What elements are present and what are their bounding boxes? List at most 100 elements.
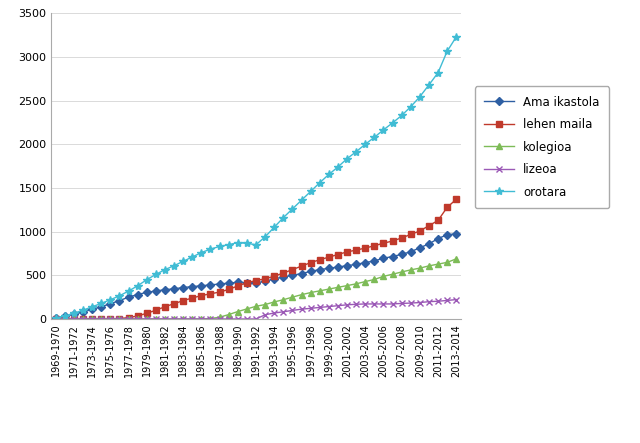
lizeoa <box>398 301 406 306</box>
orotara <box>407 104 415 109</box>
Ama ikastola <box>362 260 369 265</box>
orotara <box>234 240 242 245</box>
orotara <box>343 156 351 161</box>
kolegioa <box>380 274 387 279</box>
lehen maila <box>152 307 160 313</box>
Ama ikastola <box>70 311 78 317</box>
kolegioa <box>106 316 114 322</box>
kolegioa <box>334 285 342 290</box>
Ama ikastola <box>298 271 305 276</box>
kolegioa <box>352 281 360 287</box>
kolegioa <box>116 316 124 322</box>
orotara <box>307 189 314 194</box>
lehen maila <box>398 235 406 241</box>
kolegioa <box>134 316 141 322</box>
lizeoa <box>371 301 378 307</box>
orotara <box>380 127 387 132</box>
lehen maila <box>371 243 378 249</box>
orotara <box>97 301 105 306</box>
orotara <box>198 250 205 255</box>
orotara <box>362 142 369 147</box>
kolegioa <box>216 315 223 320</box>
lehen maila <box>325 254 333 260</box>
orotara <box>143 277 150 282</box>
lizeoa <box>207 316 214 322</box>
lizeoa <box>152 316 160 322</box>
orotara <box>152 272 160 277</box>
Legend: Ama ikastola, lehen maila, kolegioa, lizeoa, orotara: Ama ikastola, lehen maila, kolegioa, liz… <box>475 86 609 208</box>
Ama ikastola <box>97 304 105 309</box>
lehen maila <box>444 205 451 210</box>
lizeoa <box>161 316 169 322</box>
lizeoa <box>298 307 305 312</box>
lizeoa <box>97 316 105 322</box>
lehen maila <box>234 283 242 288</box>
lizeoa <box>380 301 387 307</box>
kolegioa <box>343 283 351 288</box>
orotara <box>125 288 132 294</box>
orotara <box>61 313 68 319</box>
Ama ikastola <box>388 254 396 259</box>
lehen maila <box>88 316 96 322</box>
lehen maila <box>97 316 105 322</box>
kolegioa <box>307 290 314 295</box>
lehen maila <box>198 293 205 298</box>
lehen maila <box>280 270 287 276</box>
lehen maila <box>52 316 60 322</box>
Ama ikastola <box>352 262 360 267</box>
orotara <box>352 149 360 154</box>
Ama ikastola <box>316 267 324 272</box>
Ama ikastola <box>452 231 460 237</box>
Ama ikastola <box>234 280 242 285</box>
Ama ikastola <box>289 272 296 278</box>
kolegioa <box>61 316 68 322</box>
Line: Ama ikastola: Ama ikastola <box>53 231 459 321</box>
kolegioa <box>234 309 242 314</box>
lizeoa <box>261 312 269 318</box>
lizeoa <box>216 316 223 322</box>
orotara <box>270 225 278 230</box>
lizeoa <box>343 302 351 307</box>
lehen maila <box>207 291 214 296</box>
Ama ikastola <box>179 285 187 290</box>
Ama ikastola <box>398 252 406 257</box>
lizeoa <box>143 316 150 322</box>
kolegioa <box>243 306 251 311</box>
Ama ikastola <box>52 315 60 321</box>
lizeoa <box>106 316 114 322</box>
lehen maila <box>307 260 314 265</box>
lizeoa <box>444 298 451 303</box>
orotara <box>289 206 296 212</box>
lizeoa <box>252 316 260 322</box>
lizeoa <box>388 301 396 307</box>
lehen maila <box>334 252 342 257</box>
Ama ikastola <box>198 283 205 288</box>
Ama ikastola <box>61 314 68 319</box>
kolegioa <box>388 272 396 277</box>
kolegioa <box>152 316 160 322</box>
Line: lizeoa: lizeoa <box>52 296 460 323</box>
orotara <box>371 135 378 140</box>
Ama ikastola <box>161 287 169 292</box>
lehen maila <box>252 278 260 283</box>
Ama ikastola <box>280 274 287 280</box>
lizeoa <box>325 304 333 309</box>
kolegioa <box>298 292 305 297</box>
lizeoa <box>270 311 278 316</box>
lizeoa <box>179 316 187 322</box>
Ama ikastola <box>261 279 269 284</box>
kolegioa <box>198 316 205 322</box>
lehen maila <box>388 238 396 244</box>
Ama ikastola <box>425 241 433 246</box>
Line: kolegioa: kolegioa <box>53 256 459 322</box>
orotara <box>106 297 114 303</box>
lizeoa <box>289 308 296 313</box>
lehen maila <box>61 316 68 322</box>
Ama ikastola <box>170 286 178 291</box>
lizeoa <box>134 316 141 322</box>
kolegioa <box>444 260 451 265</box>
lizeoa <box>307 306 314 311</box>
lehen maila <box>434 218 442 223</box>
kolegioa <box>407 267 415 272</box>
orotara <box>79 307 87 313</box>
